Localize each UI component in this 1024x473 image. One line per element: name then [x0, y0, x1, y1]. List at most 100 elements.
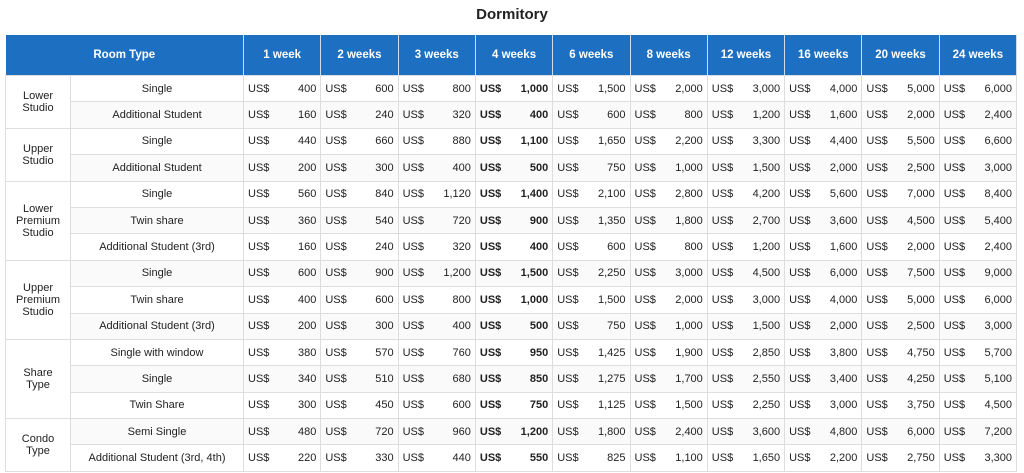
price-cell: US$ 720: [320, 418, 399, 446]
price-cell: US$ 1,120: [397, 180, 476, 208]
amount: 7,200: [984, 425, 1012, 438]
header-cell: 24 weeks: [939, 35, 1018, 76]
price-cell: US$ 1,400: [474, 180, 554, 208]
price-cell: US$ 6,000: [784, 259, 863, 288]
amount: 3,000: [752, 82, 781, 95]
currency: US$: [248, 346, 270, 359]
group-label: Lower Premium Studio: [5, 180, 71, 261]
price-cell: US$ 1,200: [706, 233, 786, 261]
amount: 600: [607, 109, 626, 122]
currency: US$: [711, 241, 734, 254]
currency: US$: [402, 293, 425, 306]
amount: 4,400: [829, 135, 858, 148]
price-cell: US$ 2,800: [629, 180, 708, 208]
amount: 600: [452, 399, 471, 412]
table-row: Lower Studio Single US$ 400 US$ 600 US$ 800 US$ 1…: [5, 74, 1018, 129]
price-cell: US$ 2,250: [706, 391, 786, 420]
currency: US$: [325, 214, 347, 227]
price-cell: US$ 9,000: [938, 259, 1018, 288]
amount: 300: [297, 399, 317, 412]
currency: US$: [479, 452, 502, 465]
price-cell: US$ 3,000: [784, 391, 863, 420]
price-cell: US$ 2,000: [861, 233, 940, 261]
currency: US$: [479, 346, 502, 359]
currency: US$: [557, 188, 579, 201]
price-cell: US$ 340: [243, 365, 322, 393]
amount: 400: [452, 161, 471, 174]
amount: 750: [529, 399, 549, 412]
page-title: Dormitory: [476, 6, 548, 23]
currency: US$: [789, 241, 811, 254]
amount: 2,000: [675, 82, 703, 95]
price-cell: US$ 560: [243, 180, 322, 208]
currency: US$: [325, 82, 347, 95]
price-cell: US$ 400: [474, 233, 554, 261]
amount: 3,000: [984, 161, 1012, 174]
amount: 6,000: [984, 82, 1012, 95]
currency: US$: [557, 372, 579, 385]
price-cell: US$ 1,500: [552, 74, 631, 103]
price-cell: US$ 440: [397, 444, 476, 472]
amount: 240: [375, 241, 394, 254]
currency: US$: [943, 293, 966, 306]
amount: 800: [684, 241, 703, 254]
group-label: Condo Type: [5, 418, 71, 472]
amount: 1,125: [597, 399, 626, 412]
room-type: Single with window: [69, 338, 245, 367]
amount: 1,275: [597, 372, 626, 385]
amount: 2,400: [984, 109, 1012, 122]
amount: 1,100: [675, 452, 703, 465]
price-cell: US$ 1,650: [706, 444, 786, 472]
amount: 3,750: [907, 399, 935, 412]
price-cell: US$ 600: [552, 233, 631, 261]
amount: 1,200: [752, 241, 781, 254]
amount: 660: [375, 135, 394, 148]
price-cell: US$ 5,500: [861, 127, 940, 156]
amount: 1,000: [675, 320, 703, 333]
price-cell: US$ 1,500: [706, 154, 786, 182]
price-cell: US$ 800: [397, 286, 476, 314]
table-row: Upper Studio Single US$ 440 US$ 660 US$ 880 US$ 1…: [5, 127, 1018, 182]
currency: US$: [866, 346, 888, 359]
room-type: Semi Single: [69, 418, 245, 446]
amount: 3,000: [984, 320, 1012, 333]
header-cell: 16 weeks: [784, 35, 863, 76]
amount: 600: [375, 293, 394, 306]
amount: 3,300: [752, 135, 781, 148]
currency: US$: [248, 452, 270, 465]
price-cell: US$ 2,200: [629, 127, 708, 156]
price-cell: US$ 960: [397, 418, 476, 446]
price-cell: US$ 400: [474, 101, 554, 129]
price-cell: US$ 4,500: [706, 259, 786, 288]
price-cell: US$ 2,200: [784, 444, 863, 472]
price-cell: US$ 450: [320, 391, 399, 420]
amount: 1,200: [520, 425, 549, 438]
room-type: Twin share: [69, 206, 245, 235]
price-cell: US$ 200: [243, 312, 322, 340]
amount: 3,300: [984, 452, 1012, 465]
price-cell: US$ 5,100: [938, 365, 1018, 393]
currency: US$: [866, 214, 888, 227]
currency: US$: [248, 320, 270, 333]
price-cell: US$ 4,000: [784, 286, 863, 314]
group-label: Share Type: [5, 338, 71, 420]
currency: US$: [248, 214, 270, 227]
amount: 960: [452, 425, 471, 438]
price-cell: US$ 380: [243, 338, 322, 367]
group-label: Upper Premium Studio: [5, 259, 71, 340]
price-cell: US$ 1,200: [474, 418, 554, 446]
room-type: Single: [69, 180, 245, 208]
price-cell: US$ 3,600: [784, 206, 863, 235]
price-cell: US$ 400: [397, 312, 476, 340]
currency: US$: [866, 161, 888, 174]
currency: US$: [866, 241, 888, 254]
amount: 2,850: [752, 346, 781, 359]
currency: US$: [711, 214, 734, 227]
price-cell: US$ 330: [320, 444, 399, 472]
currency: US$: [325, 425, 347, 438]
amount: 2,550: [752, 372, 781, 385]
room-type: Additional Student (3rd): [69, 233, 245, 261]
room-type: Twin share: [69, 286, 245, 314]
price-cell: US$ 880: [397, 127, 476, 156]
amount: 2,700: [752, 214, 781, 227]
